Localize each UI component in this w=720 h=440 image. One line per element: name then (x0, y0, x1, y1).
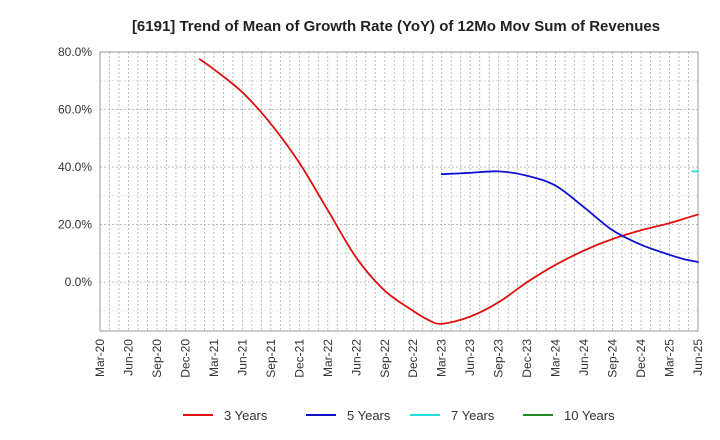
plot-background (100, 52, 698, 331)
x-tick-label: Mar-21 (207, 339, 221, 377)
x-tick-label: Mar-24 (549, 339, 563, 377)
x-tick-label: Mar-23 (435, 339, 449, 377)
series-line-5-years (440, 170, 699, 263)
plot-area: 80.0% 60.0% 40.0% 20.0% 0.0% Mar-20 Jun-20 Sep-… (58, 45, 705, 378)
plot-border (99, 51, 699, 332)
y-tick-label: 60.0% (58, 103, 92, 117)
x-tick-label: Mar-20 (93, 339, 107, 377)
x-tick-label: Sep-20 (150, 339, 164, 378)
series-line-3-years (198, 58, 699, 325)
x-tick-label: Dec-23 (520, 339, 534, 378)
y-tick-label: 0.0% (65, 275, 93, 289)
legend-label-7-years: 7 Years (451, 408, 495, 423)
x-tick-label: Sep-23 (492, 339, 506, 378)
legend: 3 Years 5 Years 7 Years 10 Years (183, 408, 615, 423)
legend-label-3-years: 3 Years (224, 408, 268, 423)
y-tick-label: 80.0% (58, 45, 92, 59)
x-tick-label: Dec-22 (406, 339, 420, 378)
x-tick-label: Jun-24 (577, 339, 591, 376)
x-tick-label: Jun-22 (349, 339, 363, 376)
x-tick-label: Dec-20 (178, 339, 192, 378)
y-tick-label: 40.0% (58, 160, 92, 174)
x-tick-label: Dec-21 (292, 339, 306, 378)
x-tick-label: Mar-22 (321, 339, 335, 377)
legend-label-5-years: 5 Years (347, 408, 391, 423)
x-tick-label: Jun-21 (235, 339, 249, 376)
x-tick-label: Mar-25 (663, 339, 677, 377)
y-tick-label: 20.0% (58, 218, 92, 232)
x-tick-label: Jun-23 (463, 339, 477, 376)
x-tick-label: Jun-25 (691, 339, 705, 376)
chart-title: [6191] Trend of Mean of Growth Rate (YoY… (132, 18, 660, 35)
x-tick-label: Sep-24 (606, 339, 620, 378)
x-tick-label: Jun-20 (121, 339, 135, 376)
x-tick-label: Dec-24 (634, 339, 648, 378)
x-tick-label: Sep-22 (378, 339, 392, 378)
x-tick-label: Sep-21 (264, 339, 278, 378)
legend-label-10-years: 10 Years (564, 408, 615, 423)
